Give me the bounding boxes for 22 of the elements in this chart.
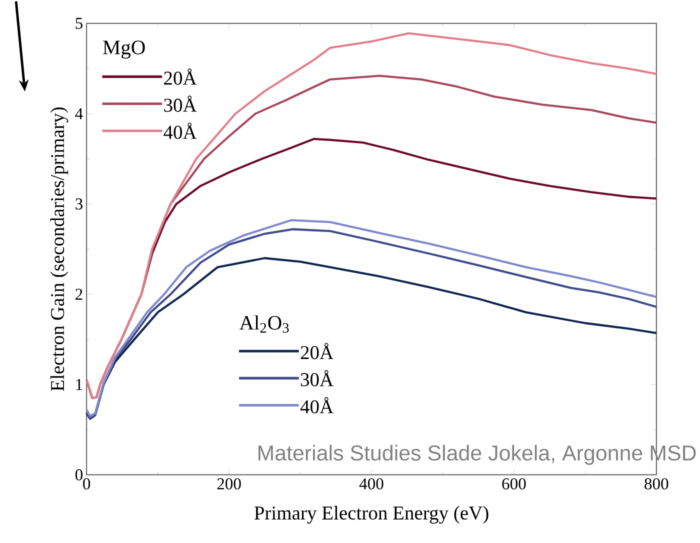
y-tick-label: 1 <box>76 378 82 390</box>
annotation: Al$_{2}$O$_{3}$ <box>239 315 289 333</box>
y-axis-title: Electron Gain (secondaries/primary) <box>50 107 68 391</box>
legend-label: 30Å <box>164 95 197 112</box>
x-tick-label: 600 <box>502 478 526 490</box>
legend-title: MgO <box>103 40 145 58</box>
x-axis-title: Primary Electron Energy (eV) <box>254 506 488 524</box>
line-series <box>85 256 658 420</box>
legend-label: 20Å <box>164 68 197 85</box>
legend-label: 30Å <box>300 370 334 386</box>
y-tick-label: 0 <box>75 469 82 480</box>
y-tick-label: 2 <box>76 288 82 300</box>
x-tick-label: 400 <box>359 478 384 490</box>
y-tick-label: 3 <box>76 198 82 210</box>
x-tick-label: 0 <box>83 478 90 490</box>
legend-label: 40Å <box>300 396 334 414</box>
legend-label: 40Å <box>164 122 197 139</box>
x-tick-label: 800 <box>644 478 668 490</box>
y-tick-label: 4 <box>75 108 83 119</box>
legend-label: 20Å <box>300 342 334 360</box>
x-tick-label: 200 <box>217 478 241 490</box>
y-tick-label: 5 <box>76 18 82 29</box>
